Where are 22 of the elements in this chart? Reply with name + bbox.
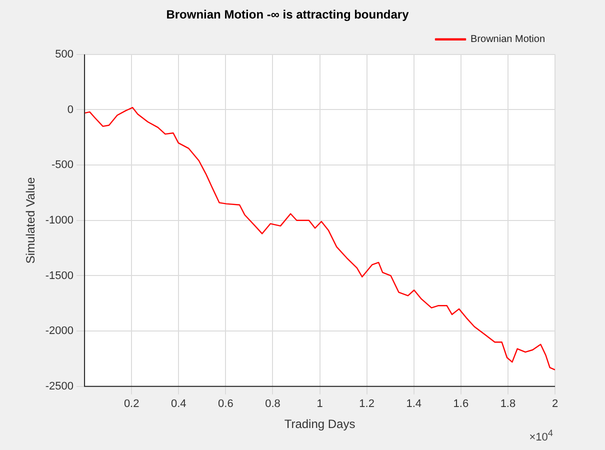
x-tick-label: 1.4 bbox=[406, 398, 422, 410]
x-tick-label: 0.8 bbox=[265, 398, 280, 410]
x-tick-label: 1.2 bbox=[359, 398, 374, 410]
y-tick-label: -1500 bbox=[45, 270, 74, 282]
y-tick-label: -2500 bbox=[45, 380, 74, 392]
x-tick-label: 0.2 bbox=[124, 398, 140, 410]
x-tick-label: 2 bbox=[552, 398, 558, 410]
y-tick-label: -500 bbox=[52, 159, 74, 172]
x-tick-label: 0.4 bbox=[170, 398, 186, 410]
x-tick-label: 0.6 bbox=[218, 398, 234, 410]
legend-label: Brownian Motion bbox=[470, 34, 545, 46]
text: ×10$^{4}$ bbox=[529, 428, 553, 444]
x-axis-title: Trading Days bbox=[284, 417, 356, 432]
x-tick-label: 1.6 bbox=[453, 398, 469, 410]
x-tick-label: 1 bbox=[316, 398, 323, 410]
chart-title: Brownian Motion -∞ is attracting boundary bbox=[166, 8, 410, 22]
y-axis-title: Simulated Value bbox=[24, 176, 38, 264]
y-tick-label: -1000 bbox=[45, 214, 74, 226]
y-tick-label: 0 bbox=[67, 104, 74, 116]
x-tick-label: 1.8 bbox=[500, 398, 516, 410]
y-tick-label: -2000 bbox=[45, 325, 74, 338]
y-tick-label: 500 bbox=[55, 48, 74, 60]
